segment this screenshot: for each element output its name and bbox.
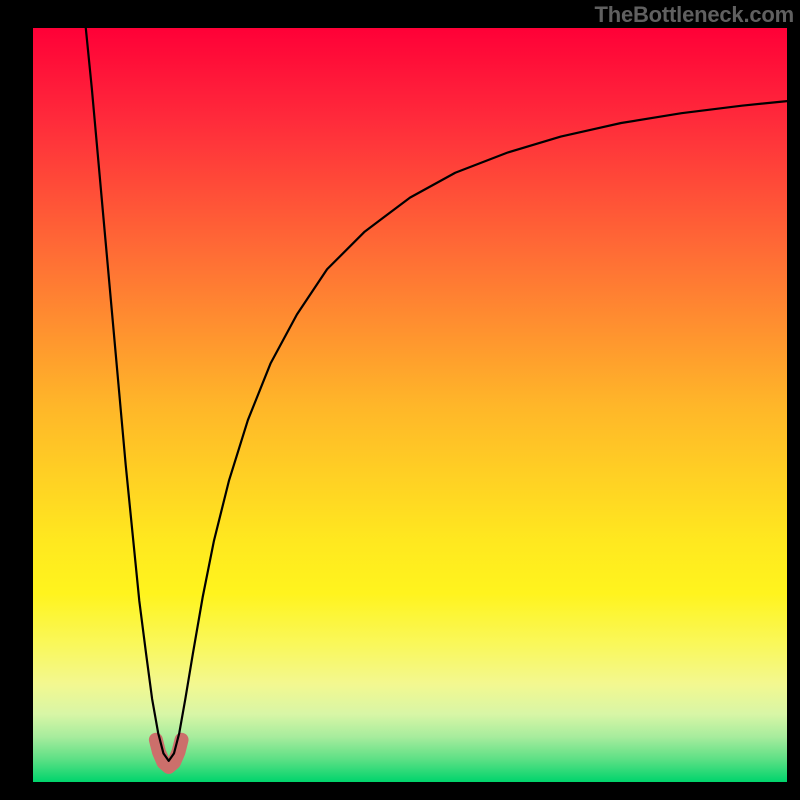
- watermark-text: TheBottleneck.com: [594, 2, 794, 28]
- plot-background: [33, 28, 787, 782]
- chart-svg: [0, 0, 800, 800]
- chart-container: TheBottleneck.com: [0, 0, 800, 800]
